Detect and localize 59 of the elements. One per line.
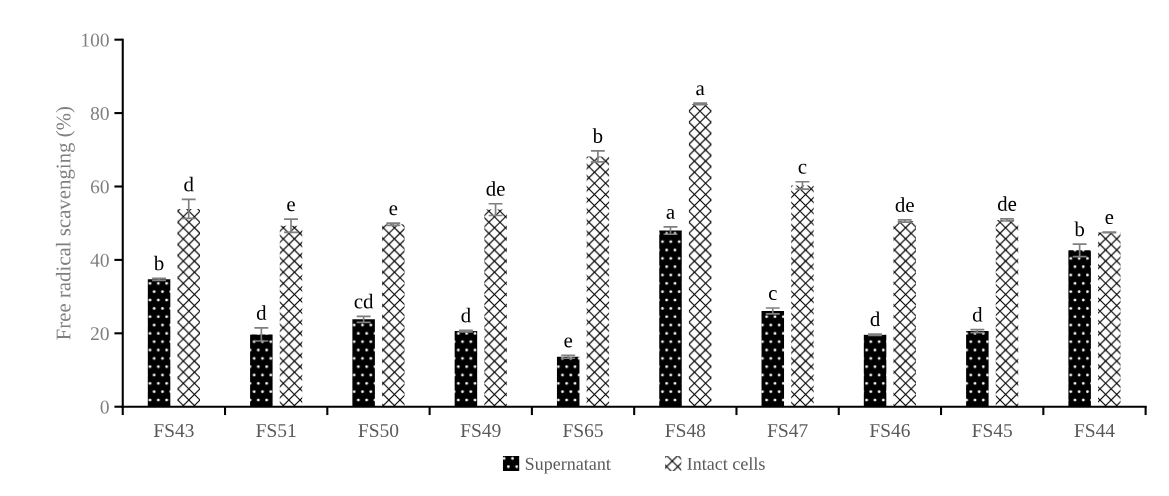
bar [659,230,682,407]
data-label: a [666,208,675,219]
bar [791,185,814,407]
bar [556,356,580,407]
x-tick-label: FS45 [972,424,1012,438]
data-label: d [870,311,881,327]
data-label: c [768,290,777,301]
bar [454,331,478,407]
bar [177,208,200,407]
x-tick-label: FS44 [1074,424,1115,438]
data-label: e [287,201,295,212]
data-label: b [592,128,603,143]
bar [586,156,610,407]
x-tick-label: FS47 [767,424,808,438]
legend-label: Intact cells [687,457,765,470]
y-tick-label: 40 [90,253,109,267]
bar [382,224,405,407]
x-tick-label: FS65 [563,424,603,438]
y-tick-label: 80 [90,106,109,121]
bar [352,319,375,407]
legend-label: Supernatant [525,457,611,474]
bar [966,331,989,407]
x-tick-label: FS46 [869,424,910,438]
data-label: b [1074,221,1085,237]
bar [893,221,916,407]
y-tick-label: 100 [82,33,109,47]
bar [250,334,273,407]
x-tick-label: FS50 [358,423,399,438]
data-label: de [997,196,1017,211]
data-label: b [153,255,164,271]
data-label: c [798,163,807,174]
data-label: d [184,176,194,192]
data-label: d [256,305,267,320]
y-tick-label: 0 [100,400,109,414]
x-tick-label: FS48 [665,423,706,438]
data-label: e [389,205,398,216]
data-label: de [895,197,914,212]
bar [484,209,507,407]
bar [147,279,171,407]
bar [863,334,887,407]
bar [761,310,785,407]
bar [995,219,1019,407]
data-label: de [486,181,505,196]
x-tick-label: FS51 [256,424,296,438]
x-tick-label: FS43 [153,424,194,438]
bar [688,103,712,407]
data-label: d [972,307,983,322]
y-tick-label: 60 [90,180,109,194]
y-axis-title: Free radical scavenging (%) [55,106,75,340]
data-label: e [564,337,573,348]
y-tick-label: 20 [90,327,109,341]
x-tick-label: FS49 [460,424,501,438]
bar [1098,232,1121,407]
data-label: a [696,85,705,96]
data-label: d [461,307,471,323]
data-label: cd [354,293,374,309]
bar [1068,250,1091,407]
data-label: e [1105,214,1114,225]
bar [279,225,303,407]
